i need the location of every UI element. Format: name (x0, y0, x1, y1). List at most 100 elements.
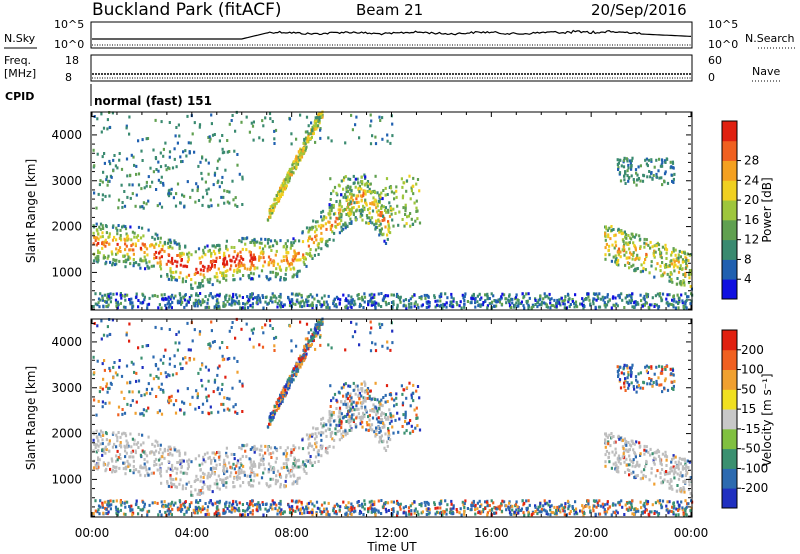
velocity-cell (258, 464, 261, 468)
power-cell (395, 185, 398, 189)
noise-left-tick-high: 10^5 (54, 18, 84, 31)
power-cell (402, 181, 405, 185)
power-cell (655, 158, 658, 162)
velocity-cell (163, 456, 166, 460)
power-cell (616, 304, 619, 308)
power-cell (287, 174, 291, 178)
power-cell (652, 253, 655, 257)
velocity-cell (617, 454, 621, 458)
velocity-cell (392, 414, 395, 418)
power-cell (170, 187, 173, 191)
power-cell (326, 239, 329, 243)
power-cell (347, 177, 350, 181)
power-cell (226, 200, 229, 204)
velocity-cell (380, 434, 383, 438)
velocity-cell (96, 324, 99, 328)
power-cell (354, 218, 358, 222)
velocity-cell (111, 470, 114, 474)
power-cell (378, 228, 381, 232)
power-cell (351, 298, 354, 302)
velocity-cell (175, 372, 178, 376)
power-cell (492, 294, 495, 298)
velocity-cell (327, 419, 330, 423)
power-cell (221, 147, 224, 151)
velocity-cell (318, 325, 321, 329)
power-cell (436, 299, 439, 303)
power-cell (173, 157, 176, 161)
power-cell (224, 298, 227, 302)
power-cell (630, 294, 633, 297)
power-cell (315, 234, 318, 238)
velocity-cell (252, 465, 255, 468)
power-cell (628, 299, 631, 303)
power-cell (100, 112, 103, 116)
velocity-cell (155, 375, 158, 378)
power-cell (350, 193, 353, 196)
velocity-cell (334, 427, 337, 431)
power-cell (124, 227, 128, 231)
power-cell (128, 132, 131, 136)
power-cell (604, 253, 607, 257)
velocity-cell (298, 446, 301, 450)
power-cell (670, 165, 673, 169)
velocity-cell (106, 325, 109, 329)
power-cell (349, 302, 352, 306)
power-cell (301, 231, 304, 235)
power-cell (171, 256, 174, 260)
velocity-cell (340, 386, 343, 390)
velocity-cell (661, 468, 664, 471)
velocity-cell (297, 458, 300, 462)
power-cell (285, 251, 288, 255)
velocity-cell (147, 406, 150, 410)
power-cell (582, 299, 585, 303)
velocity-cell (108, 439, 111, 443)
power-cell (295, 155, 298, 159)
velocity-cell (359, 416, 363, 420)
velocity-cell (645, 445, 648, 449)
velocity-cell (269, 324, 272, 328)
velocity-cell (653, 482, 656, 486)
velocity-cell (248, 483, 251, 487)
velocity-cell (273, 336, 276, 340)
power-cell (233, 269, 236, 273)
velocity-cell (171, 373, 175, 377)
velocity-cell (350, 402, 353, 406)
power-cell (234, 300, 237, 304)
velocity-cell (389, 393, 393, 397)
power-cell (361, 295, 364, 299)
power-cell (97, 237, 100, 241)
power-cell (410, 186, 413, 190)
velocity-cell (170, 481, 173, 485)
power-cell (643, 245, 646, 249)
velocity-cell (609, 444, 612, 448)
velocity-cell (371, 416, 375, 420)
power-cell (208, 268, 211, 272)
velocity-cell (301, 438, 304, 442)
power-cell (520, 300, 523, 304)
power-cell (274, 275, 277, 279)
velocity-cell (142, 450, 145, 454)
power-cell (167, 253, 170, 257)
power-cell (101, 198, 104, 202)
power-cell (319, 226, 323, 230)
velocity-cell (250, 469, 254, 473)
power-cell (311, 129, 314, 133)
power-cell (368, 293, 371, 297)
velocity-cell (616, 457, 619, 461)
velocity-cell (127, 464, 130, 468)
power-cell (284, 272, 287, 276)
velocity-cell (197, 371, 200, 375)
power-cell (399, 300, 402, 304)
velocity-cell (168, 357, 172, 361)
power-cell (358, 184, 361, 188)
velocity-cell (317, 453, 320, 457)
power-cell (319, 128, 322, 132)
power-cell (405, 189, 408, 193)
power-cell (539, 297, 542, 301)
velocity-cell (95, 450, 98, 454)
power-cell (583, 305, 586, 308)
power-cell (656, 262, 659, 266)
velocity-cell (210, 471, 214, 475)
power-cell (135, 193, 138, 197)
velocity-cell (262, 331, 265, 335)
